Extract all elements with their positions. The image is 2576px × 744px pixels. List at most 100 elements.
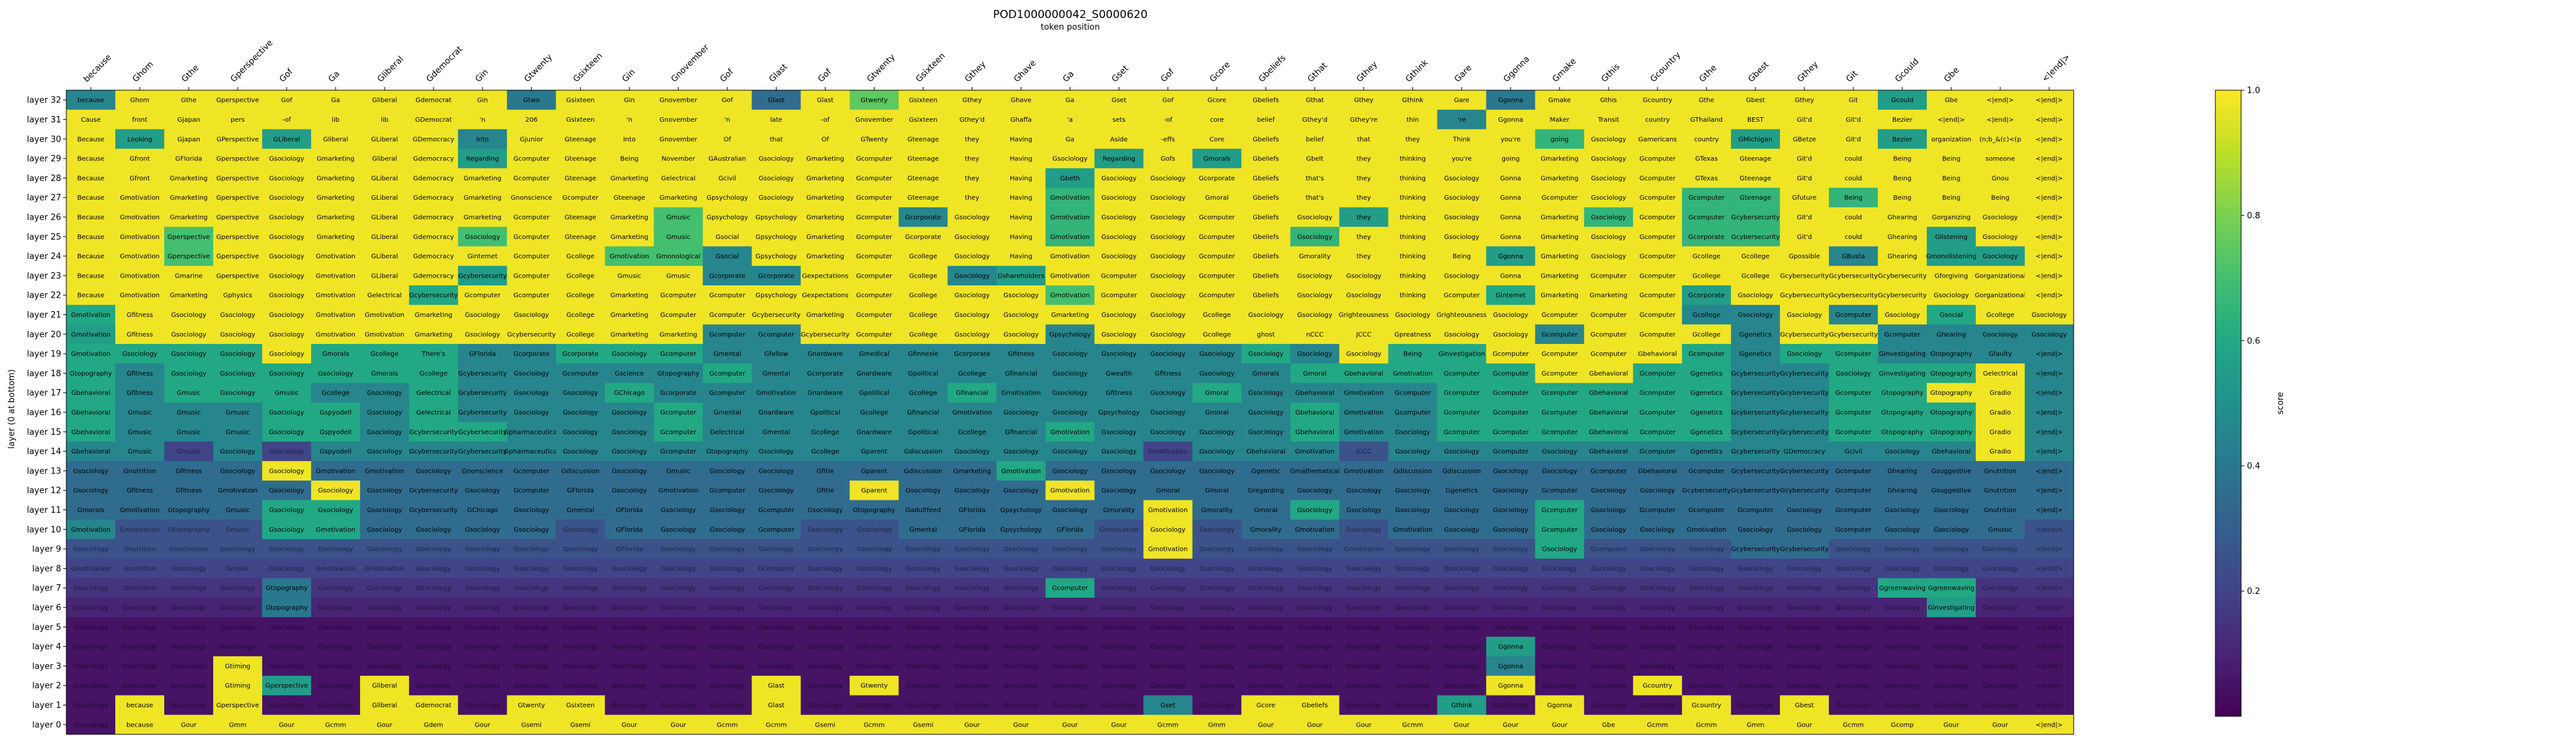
heatmap-cell <box>311 90 361 110</box>
heatmap-cell-label: Gour <box>1258 721 1274 729</box>
heatmap-cell <box>849 207 899 227</box>
heatmap-cell <box>898 500 948 520</box>
heatmap-cell-label: Gcollege <box>909 253 938 260</box>
heatmap-cell <box>1633 110 1683 130</box>
heatmap-cell-label: Gour <box>1111 721 1127 729</box>
heatmap-cell-label: Gsociology <box>857 663 892 670</box>
heatmap-cell <box>115 246 165 267</box>
heatmap-cell <box>898 597 948 618</box>
heatmap-cell <box>1339 285 1389 305</box>
heatmap-cell-label: Gsociology <box>1983 214 2018 221</box>
heatmap-cell-label: Gsociology <box>1248 624 1283 631</box>
heatmap-cell <box>1535 656 1585 676</box>
heatmap-cell-label: Gmarketing <box>464 195 502 202</box>
heatmap-cell-label: Gradio <box>1989 448 2011 455</box>
heatmap-cell <box>1241 676 1291 696</box>
heatmap-cell-label: Gsociology <box>1493 546 1528 553</box>
heatmap-cell-label: Gbehavioral <box>1638 468 1678 475</box>
heatmap-cell-label: Aside <box>1110 136 1128 143</box>
heatmap-cell-label: Gsociology <box>1150 526 1186 533</box>
heatmap-cell-label: Gsociology <box>1003 448 1039 455</box>
heatmap-cell-label: Gsociology <box>1199 585 1235 592</box>
heatmap-cell-label: Gpharmaceutical <box>504 429 558 436</box>
heatmap-cell-label: thinking <box>1399 175 1426 182</box>
heatmap-cell <box>409 558 459 579</box>
heatmap-cell-label: Gour <box>377 721 393 729</box>
heatmap-cell <box>1975 481 2025 501</box>
heatmap-cell-label: Gsociology <box>1787 663 1823 670</box>
heatmap-cell-label: Gtwenty <box>518 702 545 709</box>
heatmap-cell-label: Gcomputer <box>660 448 697 455</box>
heatmap-cell <box>1192 519 1242 540</box>
heatmap-cell <box>654 519 703 540</box>
heatmap-cell <box>703 305 752 325</box>
heatmap-cell <box>1192 148 1242 169</box>
heatmap-cell-label: <|end|> <box>2036 507 2063 514</box>
heatmap-cell-label: Gsociology <box>318 624 354 631</box>
heatmap-cell-label: Gsociology <box>367 410 402 417</box>
heatmap-cell-label: Gcybersecurity <box>1780 370 1829 377</box>
heatmap-cell <box>654 636 703 657</box>
heatmap-cell <box>1339 519 1389 540</box>
heatmap-cell-label: Gsociology <box>1101 214 1137 221</box>
heatmap-cell <box>1486 558 1536 579</box>
heatmap-cell <box>1535 305 1585 325</box>
heatmap-cell-label: GFlorida <box>959 526 986 533</box>
heatmap-cell <box>1730 168 1781 189</box>
heatmap-cell-label: <|end|> <box>2036 663 2063 670</box>
heatmap-cell-label: Gsociology <box>954 214 990 221</box>
heatmap-cell-label: Gour <box>1356 721 1372 729</box>
heatmap-cell-label: Gsociology <box>1346 351 1381 358</box>
heatmap-cell-label: Gsociology <box>1787 683 1823 690</box>
heatmap-cell-label: Gsociology <box>171 566 207 573</box>
heatmap-cell <box>1926 285 1976 305</box>
heatmap-cell <box>311 695 361 716</box>
heatmap-cell-label: Gmusic <box>128 410 151 417</box>
heatmap-cell <box>1730 481 1781 501</box>
heatmap-cell <box>1094 636 1144 657</box>
heatmap-cell <box>1290 187 1340 208</box>
heatmap-cell <box>1975 168 2025 189</box>
heatmap-cell-label: Gpsychology <box>1098 410 1139 417</box>
heatmap-cell <box>1290 500 1340 520</box>
heatmap-cell <box>1681 656 1732 676</box>
heatmap-cell-label: Gmotivation <box>1050 292 1090 300</box>
heatmap-cell-label: Gsociology <box>1346 566 1381 573</box>
heatmap-cell <box>1877 422 1927 442</box>
heatmap-cell-label: Gsociology <box>465 605 500 612</box>
heatmap-cell-label: Gcybersecurity <box>458 390 507 397</box>
heatmap-cell <box>752 246 801 267</box>
heatmap-cell <box>66 695 116 716</box>
heatmap-cell-label: Gsuggestive <box>1931 488 1971 495</box>
heatmap-cell-label: Gsociology <box>1199 663 1235 670</box>
heatmap-cell-label: Gcybersecurity <box>458 448 507 455</box>
heatmap-cell <box>1437 422 1487 442</box>
heatmap-cell-label: GDemocracy <box>1784 448 1826 455</box>
heatmap-cell-label: Gsociology <box>1395 448 1430 455</box>
heatmap-cell-label: Gtopography <box>167 526 210 533</box>
heatmap-cell <box>409 461 459 481</box>
heatmap-cell <box>800 636 850 657</box>
heatmap-cell-label: Gsociology <box>1395 585 1430 592</box>
heatmap-cell <box>1633 343 1683 364</box>
heatmap-cell-label: Gparent <box>861 448 887 455</box>
heatmap-cell-label: Gof <box>281 97 292 104</box>
heatmap-cell <box>996 695 1046 716</box>
heatmap-cell-label: Gdemocrat <box>415 97 451 104</box>
heatmap-cell <box>1828 676 1879 696</box>
heatmap-cell <box>507 656 556 676</box>
heatmap-cell-label: Gfitie <box>817 488 834 495</box>
heatmap-cell-label: Gsociology <box>1101 663 1137 670</box>
x-tick-label: Ghom <box>131 60 155 84</box>
heatmap-cell-label: Gin <box>477 97 488 104</box>
heatmap-cell-label: Gsociology <box>1934 683 1969 690</box>
heatmap-cell <box>1681 695 1732 716</box>
heatmap-cell <box>1779 363 1830 384</box>
heatmap-cell <box>458 129 507 149</box>
heatmap-cell-label: <|end|> <box>2036 448 2063 455</box>
heatmap-cell <box>507 714 556 735</box>
heatmap-cell <box>800 539 850 559</box>
heatmap-cell-label: Gsociology <box>1346 585 1381 592</box>
heatmap-cell <box>262 363 312 384</box>
heatmap-cell <box>1681 207 1732 227</box>
